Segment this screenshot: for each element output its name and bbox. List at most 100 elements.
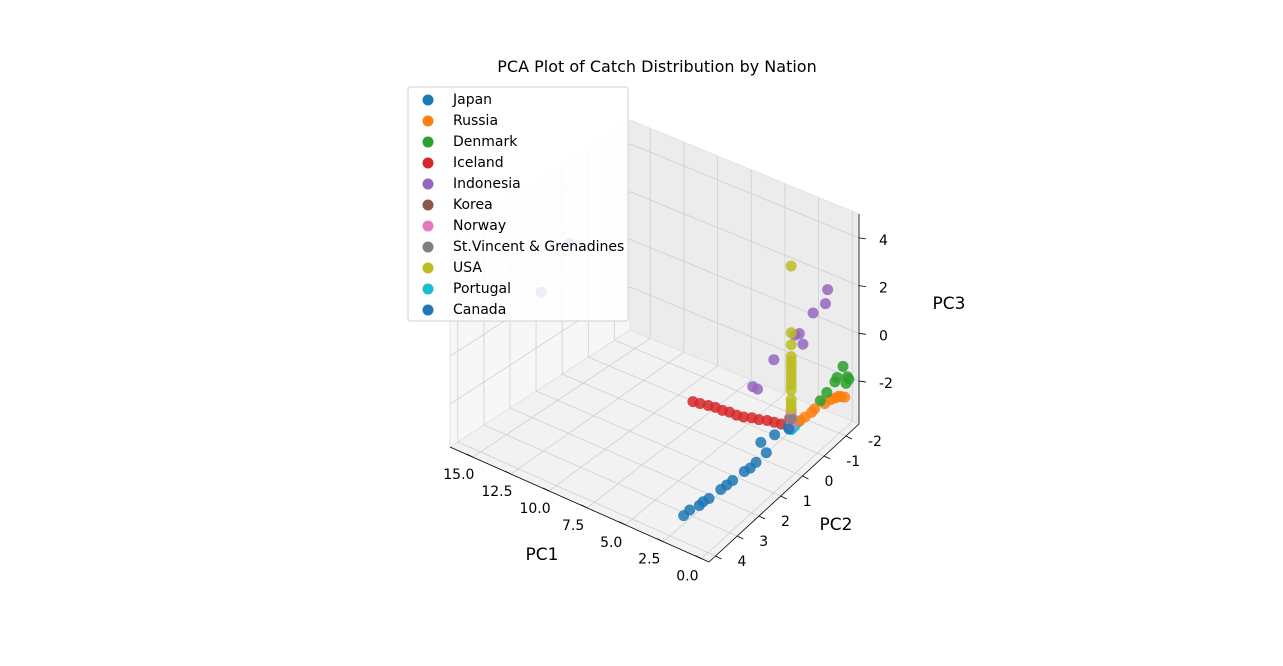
y-tick <box>845 435 853 440</box>
y-axis-line <box>708 423 860 563</box>
x-axis-line <box>449 446 710 563</box>
x-axis-label: PC1 <box>526 545 559 565</box>
legend-label: Denmark <box>453 134 518 150</box>
legend-marker <box>422 220 434 232</box>
x-tick <box>580 504 588 509</box>
legend-label: USA <box>453 260 482 276</box>
y-tick-label: 1 <box>803 494 812 510</box>
data-point <box>822 284 834 296</box>
data-point <box>837 360 849 372</box>
legend-marker <box>422 94 434 106</box>
grid-line-z <box>629 191 860 286</box>
grid-line-y <box>457 441 716 557</box>
z-tick <box>858 237 867 240</box>
data-point <box>785 384 797 396</box>
z-tick-label: 0 <box>879 328 888 344</box>
x-tick-label: 5.0 <box>600 535 622 551</box>
x-tick <box>466 453 474 458</box>
data-point <box>715 483 727 495</box>
data-point <box>755 436 767 448</box>
legend-label: Japan <box>452 92 492 108</box>
x-tick-label: 12.5 <box>481 484 512 500</box>
data-point <box>841 371 853 383</box>
legend: Japan Russia Denmark Iceland Indonesia Korea N… <box>407 86 629 322</box>
legend-label: Canada <box>453 302 506 318</box>
data-point <box>752 383 764 395</box>
legend-marker <box>422 304 434 316</box>
legend-marker <box>422 262 434 274</box>
data-point <box>797 338 809 350</box>
legend-label: Korea <box>453 197 493 213</box>
z-axis-label: PC3 <box>933 294 966 314</box>
x-tick-label: 10.0 <box>519 501 550 517</box>
legend-label: St.Vincent & Grenadines <box>453 239 624 255</box>
data-point <box>694 397 706 409</box>
legend-marker <box>422 157 434 169</box>
z-tick <box>858 332 867 335</box>
data-point <box>753 414 765 426</box>
grid-line-y <box>535 390 781 497</box>
y-tick <box>737 535 744 540</box>
y-tick <box>715 555 722 560</box>
y-tick-label: 3 <box>759 534 768 550</box>
x-tick <box>619 521 626 526</box>
grid-line-z <box>629 143 860 239</box>
z-tick-label: 2 <box>879 281 888 297</box>
z-tick <box>858 285 867 287</box>
data-point <box>821 386 833 398</box>
legend-marker <box>422 241 434 253</box>
grid-line-z <box>629 286 860 382</box>
scatter-points <box>535 237 855 522</box>
grid-line-z <box>629 238 860 334</box>
x-tick-label: 7.5 <box>562 518 584 534</box>
data-point <box>738 411 750 423</box>
data-point <box>768 354 780 366</box>
legend-marker <box>422 283 434 295</box>
y-tick <box>758 515 766 520</box>
legend-label: Iceland <box>453 155 504 171</box>
legend-label: Norway <box>453 218 506 234</box>
data-point <box>785 339 797 351</box>
grid-line-y <box>509 407 760 517</box>
data-point <box>785 260 797 272</box>
grid-line-x <box>701 420 853 559</box>
z-tick-label: 4 <box>879 233 888 249</box>
y-tick-label: 0 <box>824 474 833 490</box>
legend-marker <box>422 178 434 190</box>
x-tick <box>695 555 702 559</box>
y-tick-label: -2 <box>868 434 882 450</box>
legend-label: Portugal <box>453 281 511 297</box>
y-tick <box>780 495 787 500</box>
data-point <box>807 307 819 319</box>
legend-frame <box>407 86 629 322</box>
x-tick <box>657 538 664 543</box>
data-point <box>693 499 705 511</box>
data-point <box>785 327 797 339</box>
data-point <box>819 298 831 310</box>
data-point <box>785 403 797 415</box>
y-tick-label: 2 <box>781 514 790 530</box>
data-point <box>769 429 781 441</box>
data-point <box>785 413 797 425</box>
x-tick <box>504 470 512 475</box>
z-tick-label: -2 <box>879 376 893 392</box>
x-tick-label: 2.5 <box>638 552 660 568</box>
legend-marker <box>422 115 434 127</box>
y-axis-label: PC2 <box>820 515 853 535</box>
legend-marker <box>422 136 434 148</box>
chart-title: PCA Plot of Catch Distribution by Nation <box>497 57 816 76</box>
y-tick-label: -1 <box>846 454 860 470</box>
legend-label: Indonesia <box>453 176 521 192</box>
x-tick-label: 0.0 <box>676 569 698 585</box>
y-tick-label: 4 <box>738 554 747 570</box>
legend-marker <box>422 199 434 211</box>
grid-line-x <box>472 337 651 458</box>
legend-label: Russia <box>453 113 498 129</box>
data-point <box>760 447 772 459</box>
x-tick <box>542 487 550 492</box>
grid-line-y <box>562 373 803 477</box>
y-tick <box>824 455 831 460</box>
data-point <box>814 395 826 407</box>
